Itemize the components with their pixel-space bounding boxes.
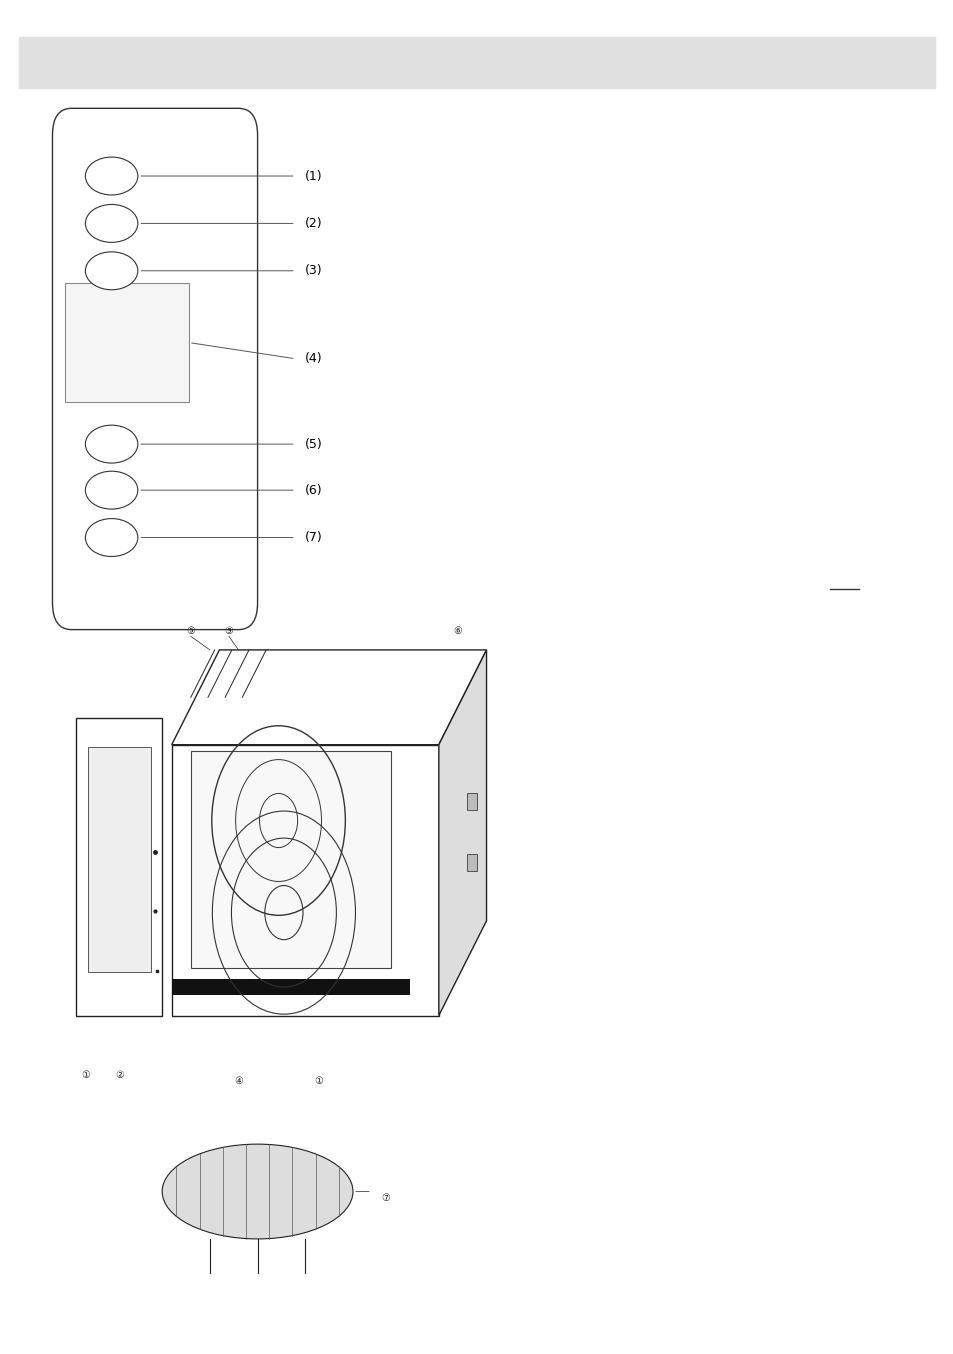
Bar xyxy=(467,793,476,810)
Text: (7): (7) xyxy=(305,531,323,544)
Ellipse shape xyxy=(86,519,138,556)
Text: time
up: time up xyxy=(103,167,120,185)
Bar xyxy=(65,283,189,402)
Ellipse shape xyxy=(86,157,138,195)
Bar xyxy=(88,747,151,972)
Text: start
reset: start reset xyxy=(102,528,121,547)
Bar xyxy=(467,854,476,871)
Text: (4): (4) xyxy=(305,352,322,366)
Text: auto
menu: auto menu xyxy=(101,481,122,500)
Text: time
down: time down xyxy=(101,214,122,233)
Polygon shape xyxy=(172,650,486,745)
Text: (5): (5) xyxy=(305,437,323,451)
Ellipse shape xyxy=(86,425,138,463)
Text: ②: ② xyxy=(114,1070,124,1079)
Bar xyxy=(172,745,438,1016)
Polygon shape xyxy=(438,650,486,1016)
Ellipse shape xyxy=(86,471,138,509)
Text: (6): (6) xyxy=(305,483,322,497)
FancyBboxPatch shape xyxy=(52,108,257,630)
Text: (2): (2) xyxy=(305,217,322,230)
Text: ③: ③ xyxy=(224,627,233,636)
Text: ⑦: ⑦ xyxy=(381,1193,390,1204)
Ellipse shape xyxy=(162,1144,353,1239)
Text: (1): (1) xyxy=(305,169,322,183)
Text: ①: ① xyxy=(314,1076,323,1086)
Bar xyxy=(172,979,410,995)
Text: (3): (3) xyxy=(305,264,322,278)
Ellipse shape xyxy=(86,204,138,242)
Text: ⑥: ⑥ xyxy=(453,627,462,636)
Bar xyxy=(191,751,391,968)
Text: ④: ④ xyxy=(233,1076,243,1086)
Bar xyxy=(19,37,934,88)
Text: clock
timer: clock timer xyxy=(101,435,122,454)
Bar xyxy=(76,718,162,1016)
Text: micro
grill: micro grill xyxy=(101,261,122,280)
Text: ⑤: ⑤ xyxy=(186,627,195,636)
Text: ①: ① xyxy=(81,1070,91,1079)
Ellipse shape xyxy=(86,252,138,290)
